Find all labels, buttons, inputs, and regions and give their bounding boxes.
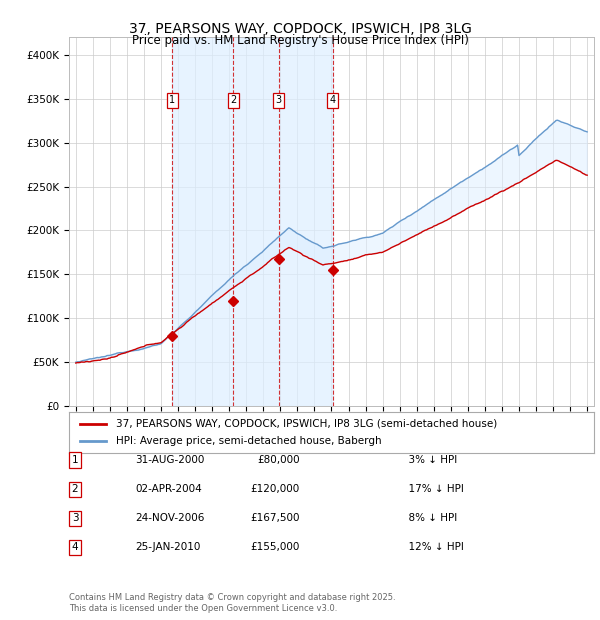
Text: £155,000: £155,000 xyxy=(251,542,300,552)
Text: 24-NOV-2006: 24-NOV-2006 xyxy=(135,513,205,523)
Text: 31-AUG-2000: 31-AUG-2000 xyxy=(135,455,205,465)
Text: 2: 2 xyxy=(71,484,79,494)
Text: 3: 3 xyxy=(275,95,282,105)
Text: £167,500: £167,500 xyxy=(251,513,300,523)
Text: 37, PEARSONS WAY, COPDOCK, IPSWICH, IP8 3LG: 37, PEARSONS WAY, COPDOCK, IPSWICH, IP8 … xyxy=(128,22,472,36)
Text: Price paid vs. HM Land Registry's House Price Index (HPI): Price paid vs. HM Land Registry's House … xyxy=(131,34,469,47)
Text: 3% ↓ HPI: 3% ↓ HPI xyxy=(402,455,457,465)
Text: 02-APR-2004: 02-APR-2004 xyxy=(135,484,202,494)
Text: 1: 1 xyxy=(71,455,79,465)
Text: 2: 2 xyxy=(230,95,236,105)
Text: 25-JAN-2010: 25-JAN-2010 xyxy=(135,542,200,552)
Text: 37, PEARSONS WAY, COPDOCK, IPSWICH, IP8 3LG (semi-detached house): 37, PEARSONS WAY, COPDOCK, IPSWICH, IP8 … xyxy=(116,418,497,428)
Text: £120,000: £120,000 xyxy=(251,484,300,494)
Text: 17% ↓ HPI: 17% ↓ HPI xyxy=(402,484,464,494)
Text: HPI: Average price, semi-detached house, Babergh: HPI: Average price, semi-detached house,… xyxy=(116,436,382,446)
Text: 1: 1 xyxy=(169,95,176,105)
Text: £80,000: £80,000 xyxy=(257,455,300,465)
Text: Contains HM Land Registry data © Crown copyright and database right 2025.
This d: Contains HM Land Registry data © Crown c… xyxy=(69,593,395,613)
Text: 12% ↓ HPI: 12% ↓ HPI xyxy=(402,542,464,552)
Text: 3: 3 xyxy=(71,513,79,523)
Text: 8% ↓ HPI: 8% ↓ HPI xyxy=(402,513,457,523)
Text: 4: 4 xyxy=(71,542,79,552)
Bar xyxy=(172,37,332,406)
Text: 4: 4 xyxy=(329,95,336,105)
